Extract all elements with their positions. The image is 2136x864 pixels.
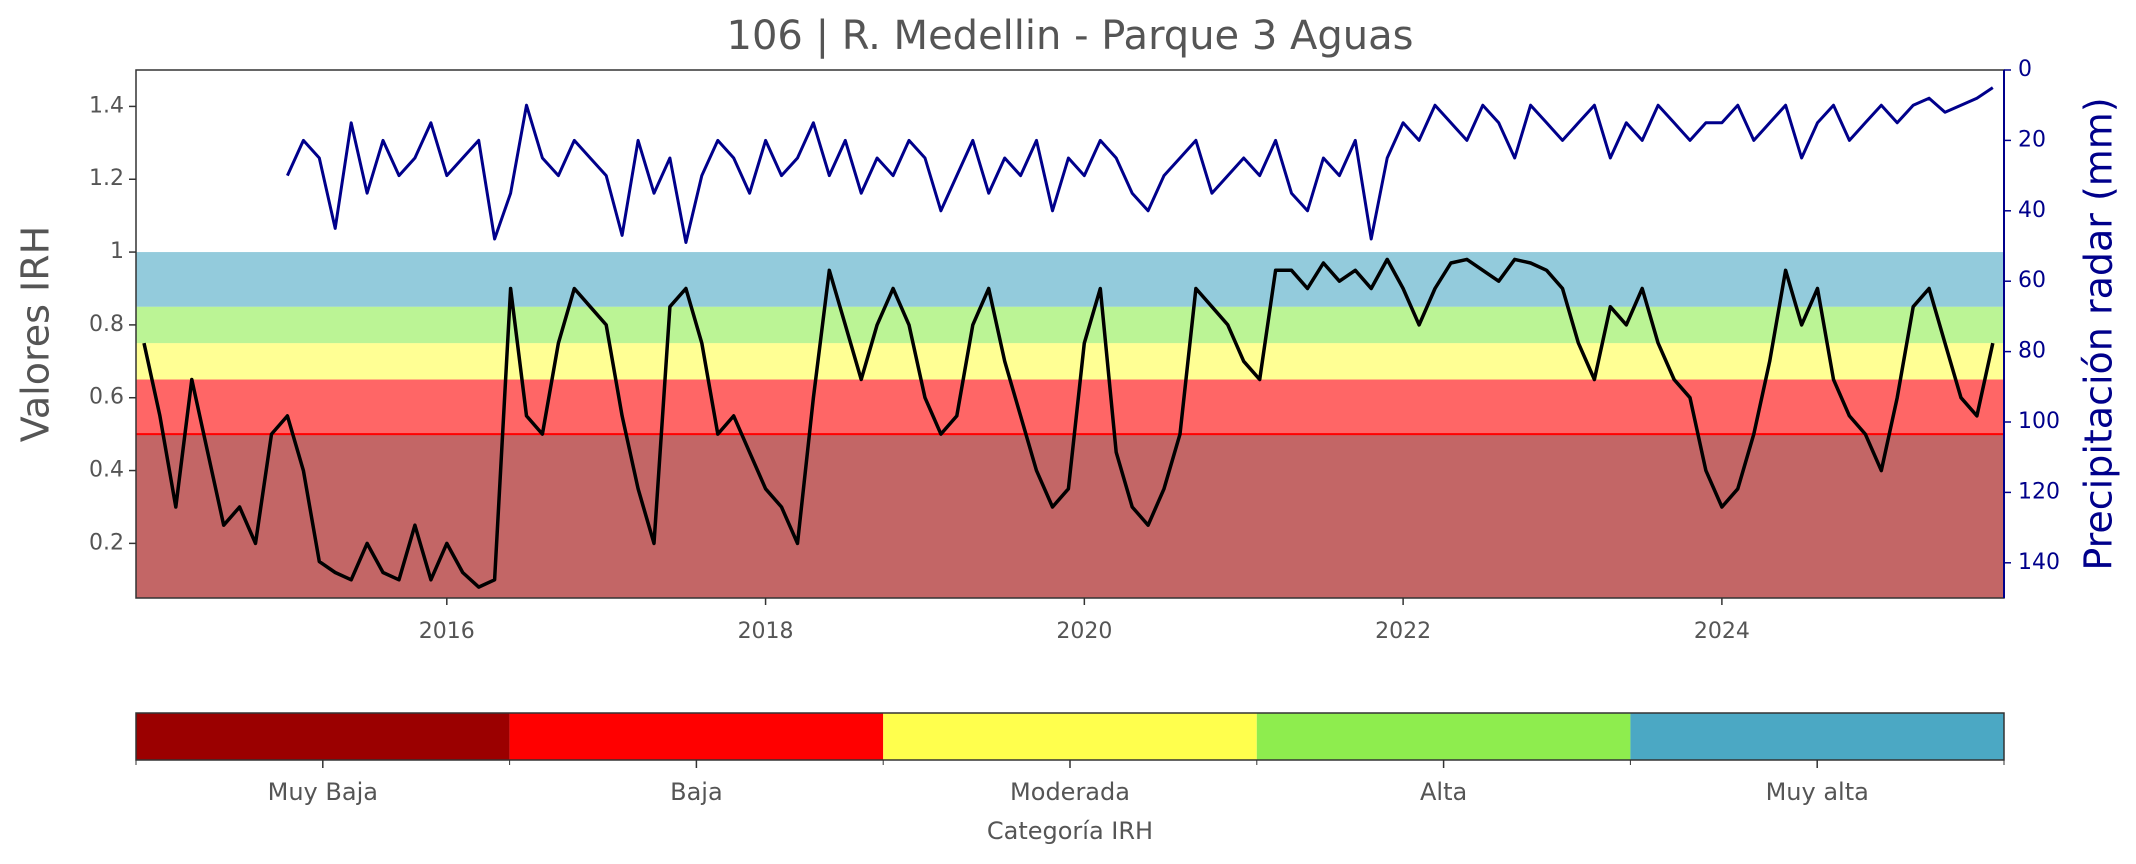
colorbar-segment [1630,713,2004,760]
y-tick-label: 0.6 [89,385,124,410]
y2-tick-label: 20 [2018,127,2046,152]
y-axis-label: Valores IRH [14,226,58,442]
category-band [136,343,2004,380]
colorbar-tick-label: Muy Baja [268,778,378,806]
y2-axis-label: Precipitación radar (mm) [2077,97,2121,570]
category-band [136,252,2004,307]
y-tick-label: 0.4 [89,458,124,483]
colorbar-segment [1256,713,1631,760]
series-line [286,86,1994,244]
x-tick-label: 2018 [738,619,794,644]
y-tick-label: 0.8 [89,312,124,337]
colorbar-segment [136,713,510,760]
y2-tick-label: 0 [2018,57,2032,82]
chart-title: 106 | R. Medellin - Parque 3 Aguas [727,13,1414,59]
colorbar-segment [509,713,884,760]
plot-area [136,86,2004,598]
colorbar-segment [883,713,1257,760]
y2-tick-label: 40 [2018,198,2046,223]
colorbar-label: Categoría IRH [987,817,1153,845]
y2-tick-label: 60 [2018,268,2046,293]
y2-tick-label: 80 [2018,339,2046,364]
y2-tick-label: 120 [2018,479,2060,504]
x-tick-label: 2024 [1694,619,1750,644]
x-tick-label: 2016 [419,619,475,644]
x-tick-label: 2022 [1375,619,1431,644]
colorbar-frame [135,712,2005,761]
colorbar-tick-label: Muy alta [1766,778,1869,806]
y2-tick-label: 140 [2018,550,2060,575]
category-band [136,306,2004,344]
y-tick-label: 0.2 [89,530,124,555]
series-line [142,257,1995,589]
y-tick-label: 1.2 [89,166,124,191]
category-band [136,379,2004,435]
x-tick-label: 2020 [1056,619,1112,644]
y-tick-label: 1 [110,239,124,264]
colorbar-tick-label: Moderada [1010,778,1130,806]
colorbar-tick-label: Alta [1420,778,1467,806]
y-tick-label: 1.4 [89,93,124,118]
y2-tick-label: 100 [2018,409,2060,434]
colorbar-tick-label: Baja [670,778,723,806]
